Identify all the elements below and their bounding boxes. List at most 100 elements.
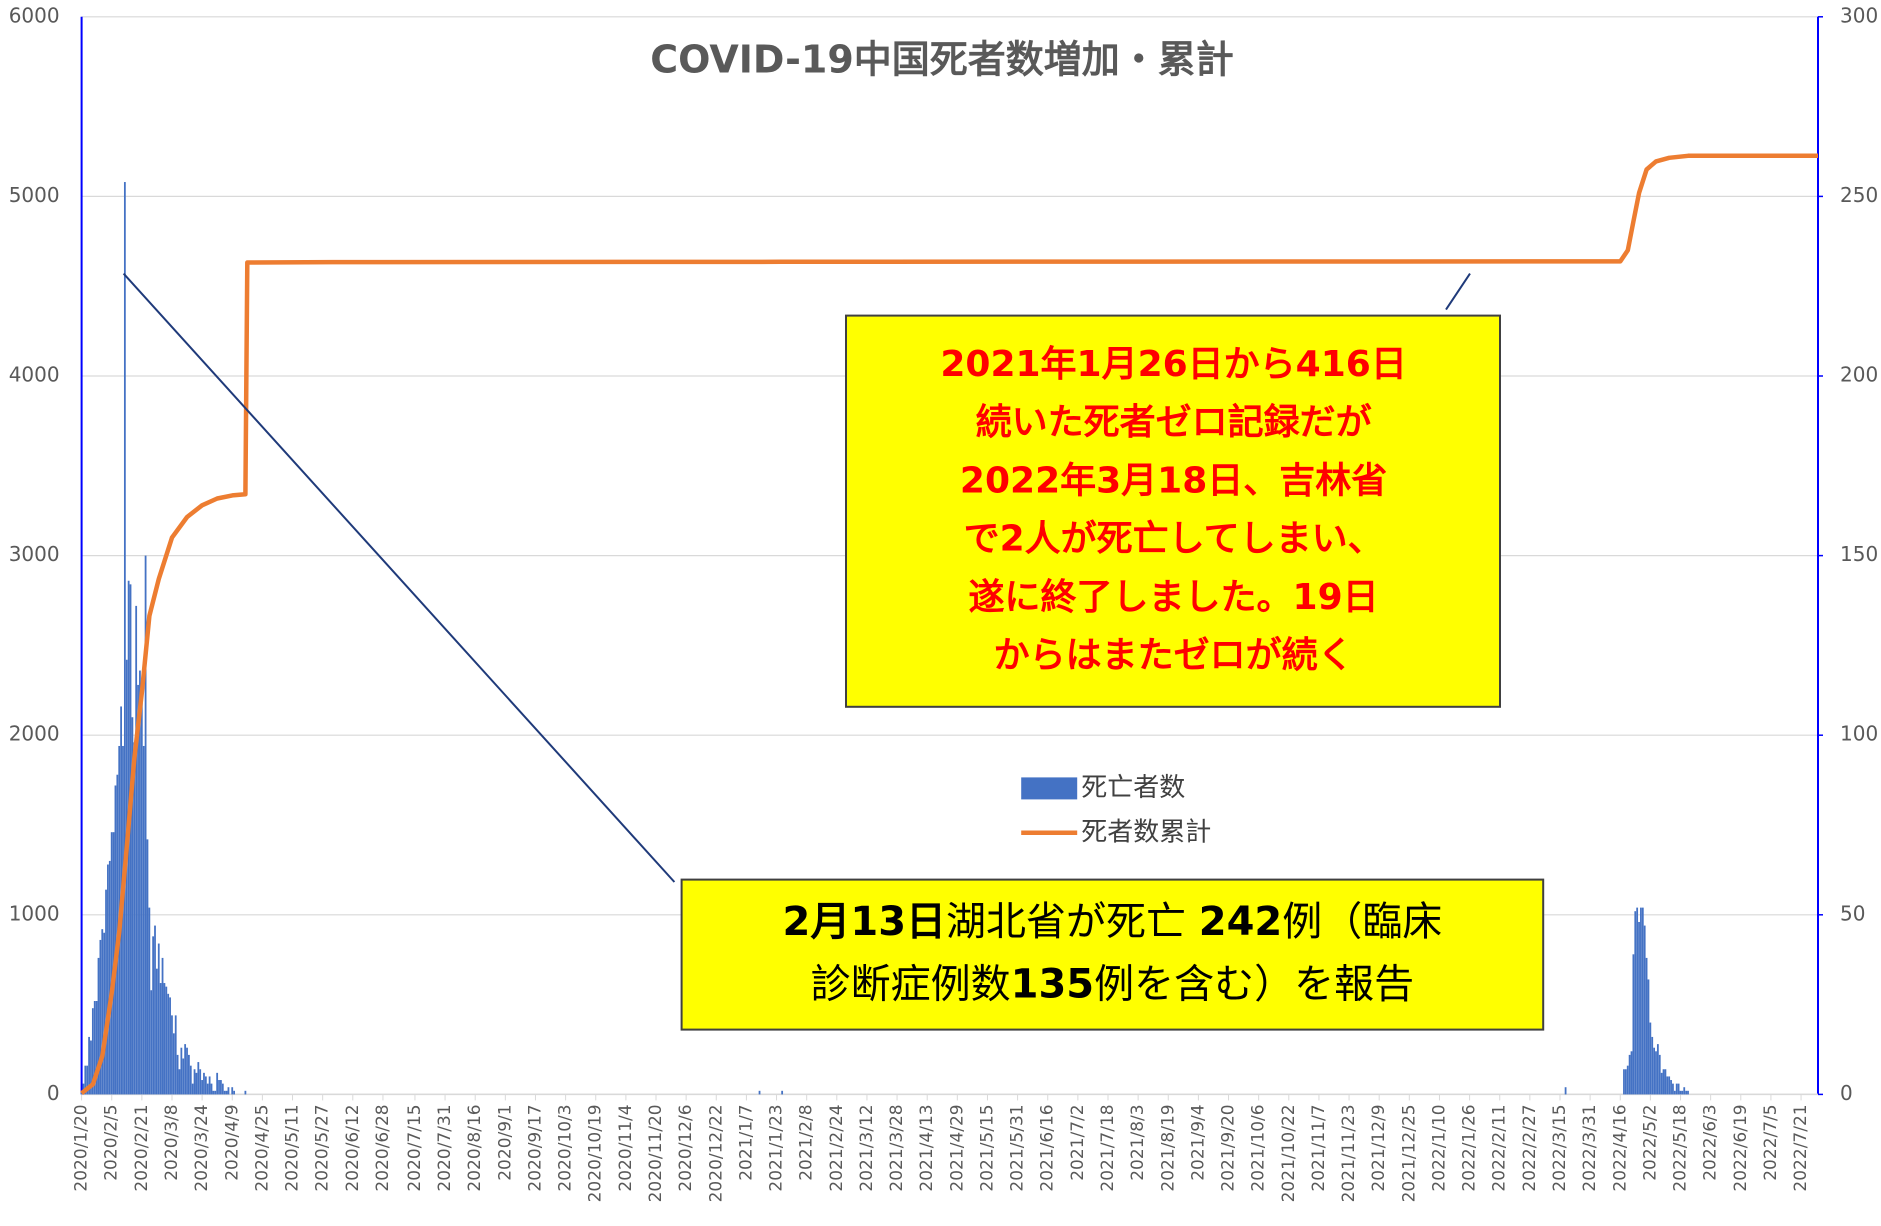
bar bbox=[95, 1001, 98, 1095]
bar bbox=[163, 983, 166, 1095]
bar bbox=[114, 785, 117, 1095]
bar bbox=[206, 1083, 209, 1095]
x-tick-label: 2020/5/11 bbox=[283, 1104, 303, 1191]
annotation-text: で2人が死亡してしまい、 bbox=[964, 519, 1384, 560]
x-tick-label: 2021/1/23 bbox=[767, 1104, 787, 1191]
x-tick-label: 2022/3/31 bbox=[1580, 1104, 1600, 1191]
x-tick-label: 2020/9/17 bbox=[525, 1104, 545, 1191]
annotation-run: 2022年3月18日、吉林省 bbox=[960, 460, 1387, 501]
y-tick-label: 4000 bbox=[9, 363, 60, 387]
bar bbox=[216, 1072, 219, 1095]
x-tick-label: 2021/9/4 bbox=[1188, 1104, 1208, 1180]
x-tick-label: 2021/7/2 bbox=[1068, 1104, 1088, 1180]
bar bbox=[1640, 907, 1642, 1095]
bar bbox=[1630, 1051, 1633, 1095]
y2-tick-label: 250 bbox=[1840, 183, 1878, 207]
bar bbox=[1643, 925, 1646, 1095]
y2-tick-label: 150 bbox=[1840, 542, 1878, 566]
x-tick-label: 2020/9/1 bbox=[495, 1104, 515, 1180]
bar bbox=[1624, 1069, 1627, 1095]
bar bbox=[88, 1036, 90, 1095]
x-tick-label: 2021/4/13 bbox=[917, 1104, 937, 1191]
x-tick-label: 2021/3/12 bbox=[857, 1104, 877, 1191]
bar bbox=[131, 717, 134, 1095]
bar bbox=[152, 936, 155, 1095]
bar bbox=[171, 1015, 173, 1095]
annotation-text: 2021年1月26日から416日 bbox=[940, 344, 1407, 385]
annotation-run: からはまたゼロが続く bbox=[994, 635, 1354, 676]
x-tick-label: 2021/4/29 bbox=[947, 1104, 967, 1191]
x-tick-label: 2022/6/3 bbox=[1701, 1104, 1721, 1180]
annotation-text: 2022年3月18日、吉林省 bbox=[960, 460, 1387, 501]
y-tick-label: 5000 bbox=[9, 183, 60, 207]
y-tick-label: 6000 bbox=[9, 3, 60, 27]
bar bbox=[1656, 1044, 1659, 1095]
bar bbox=[1641, 907, 1644, 1095]
x-tick-label: 2021/10/6 bbox=[1249, 1104, 1269, 1191]
bar bbox=[159, 983, 162, 1095]
annotation-text: からはまたゼロが続く bbox=[994, 635, 1354, 676]
legend-label: 死亡者数 bbox=[1081, 773, 1185, 803]
line bbox=[80, 153, 1818, 1096]
bar bbox=[154, 925, 156, 1095]
annotation-run: 湖北省が死亡 bbox=[946, 899, 1199, 945]
bar bbox=[758, 1090, 761, 1095]
x-tick-label: 2022/7/5 bbox=[1761, 1104, 1781, 1180]
bar bbox=[167, 993, 170, 1095]
bar bbox=[174, 1015, 177, 1095]
bar bbox=[150, 990, 153, 1095]
annotation-run: 2021年1月26日から416日 bbox=[940, 344, 1407, 385]
bar bbox=[140, 702, 143, 1095]
bar bbox=[218, 1080, 220, 1095]
bar bbox=[169, 997, 171, 1095]
bar bbox=[1677, 1083, 1680, 1095]
x-tick-label: 2020/3/24 bbox=[192, 1104, 212, 1191]
chart-title: COVID-19中国死者数増加・累計 bbox=[650, 38, 1234, 82]
y2-tick-label: 200 bbox=[1840, 363, 1878, 387]
bar bbox=[1634, 911, 1637, 1095]
x-tick-label: 2021/1/7 bbox=[736, 1104, 756, 1180]
bar bbox=[91, 1008, 94, 1095]
bar bbox=[90, 1040, 92, 1095]
x-tick-label: 2021/12/9 bbox=[1369, 1104, 1389, 1191]
y2-tick-label: 300 bbox=[1840, 3, 1878, 27]
bar bbox=[148, 907, 151, 1095]
bar bbox=[1623, 1069, 1625, 1095]
bar bbox=[176, 1054, 179, 1095]
x-tick-label: 2021/3/28 bbox=[887, 1104, 907, 1191]
bar bbox=[137, 684, 139, 1095]
bar bbox=[210, 1083, 213, 1095]
bar bbox=[139, 670, 141, 1095]
x-tick-label: 2020/2/21 bbox=[132, 1104, 152, 1191]
bar bbox=[1666, 1076, 1669, 1095]
x-tick-label: 2020/7/31 bbox=[435, 1104, 455, 1191]
bar bbox=[101, 929, 104, 1095]
legend-swatch bbox=[1021, 777, 1078, 800]
bar bbox=[1685, 1090, 1688, 1095]
bar bbox=[165, 986, 168, 1095]
annotation-text: 2月13日湖北省が死亡 242例（臨床 bbox=[783, 899, 1443, 945]
bar bbox=[1632, 954, 1635, 1095]
bar bbox=[93, 1001, 96, 1095]
bar bbox=[155, 968, 158, 1095]
bar bbox=[1655, 1051, 1657, 1095]
bar bbox=[1649, 1022, 1652, 1095]
bar bbox=[221, 1083, 224, 1095]
bar bbox=[227, 1087, 230, 1095]
x-tick-label: 2020/8/16 bbox=[465, 1104, 485, 1191]
annotation-text: 診断症例数135例を含む）を報告 bbox=[811, 961, 1415, 1007]
annotation-run: 例（臨床 bbox=[1282, 899, 1442, 945]
bar bbox=[107, 864, 109, 1095]
bar bbox=[108, 860, 111, 1095]
x-tick-label: 2020/10/19 bbox=[586, 1104, 606, 1202]
x-tick-label: 2020/12/6 bbox=[676, 1104, 696, 1191]
annotation-run: で2人が死亡してしまい、 bbox=[964, 519, 1384, 560]
bar bbox=[195, 1072, 198, 1095]
bar bbox=[129, 584, 132, 1095]
x-tick-label: 2020/5/27 bbox=[313, 1104, 333, 1191]
x-tick-label: 2021/5/15 bbox=[977, 1104, 997, 1191]
bar bbox=[1662, 1069, 1665, 1095]
y-tick-label: 3000 bbox=[9, 542, 60, 566]
x-tick-label: 2020/3/8 bbox=[162, 1104, 182, 1180]
